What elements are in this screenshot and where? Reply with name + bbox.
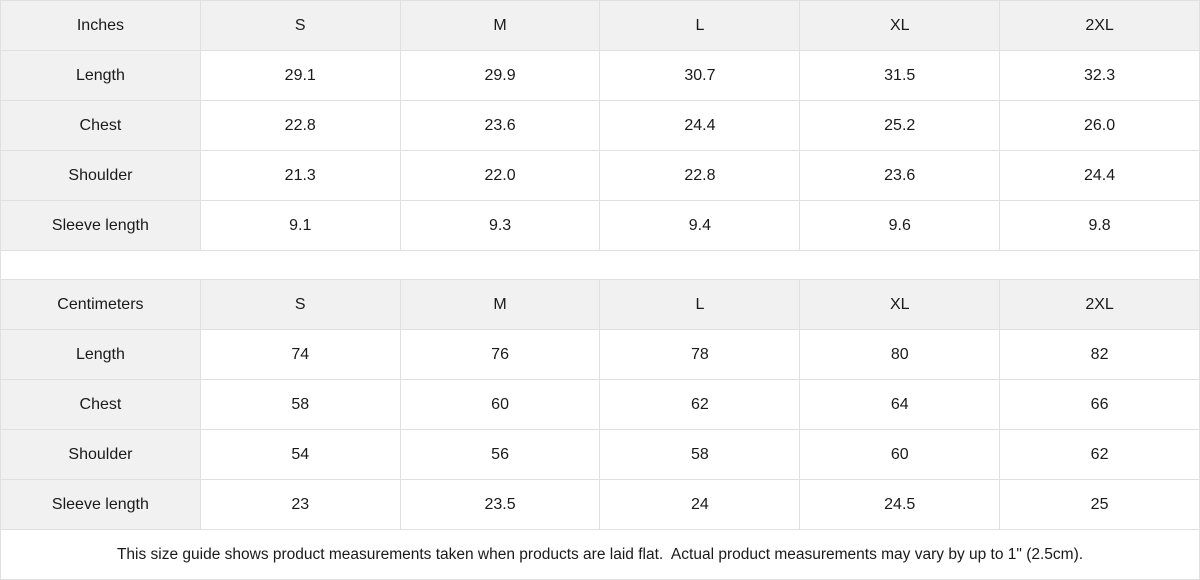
size-col-header: 2XL xyxy=(999,0,1200,51)
size-col-header: XL xyxy=(799,279,1001,330)
size-col-header: M xyxy=(399,0,601,51)
size-col-header: L xyxy=(599,0,801,51)
measurement-value-cell: 60 xyxy=(399,379,601,430)
measurement-label-cell: Shoulder xyxy=(0,429,201,480)
measurement-value-cell: 31.5 xyxy=(799,50,1001,101)
table-row: Length 74 76 78 80 82 xyxy=(0,329,1200,380)
table-row: Shoulder 54 56 58 60 62 xyxy=(0,429,1200,480)
inches-size-table: Inches S M L XL 2XL Length 29.1 29.9 30.… xyxy=(0,0,1200,251)
measurement-label-cell: Sleeve length xyxy=(0,200,201,251)
measurement-value-cell: 74 xyxy=(199,329,401,380)
measurement-label-cell: Sleeve length xyxy=(0,479,201,530)
measurement-value-cell: 23.5 xyxy=(399,479,601,530)
measurement-value-cell: 9.8 xyxy=(999,200,1200,251)
measurement-value-cell: 62 xyxy=(999,429,1200,480)
measurement-value-cell: 25 xyxy=(999,479,1200,530)
measurement-value-cell: 80 xyxy=(799,329,1001,380)
centimeters-size-table: Centimeters S M L XL 2XL Length 74 76 78… xyxy=(0,279,1200,530)
measurement-value-cell: 22.8 xyxy=(599,150,801,201)
measurement-label-cell: Length xyxy=(0,329,201,380)
size-col-header: XL xyxy=(799,0,1001,51)
measurement-value-cell: 9.3 xyxy=(399,200,601,251)
measurement-value-cell: 78 xyxy=(599,329,801,380)
measurement-value-cell: 76 xyxy=(399,329,601,380)
measurement-value-cell: 60 xyxy=(799,429,1001,480)
unit-header-cell: Centimeters xyxy=(0,279,201,330)
measurement-label-cell: Shoulder xyxy=(0,150,201,201)
measurement-value-cell: 24.5 xyxy=(799,479,1001,530)
measurement-value-cell: 9.4 xyxy=(599,200,801,251)
size-col-header: S xyxy=(199,279,401,330)
measurement-value-cell: 23.6 xyxy=(799,150,1001,201)
table-gap-spacer xyxy=(0,251,1200,279)
measurement-value-cell: 62 xyxy=(599,379,801,430)
measurement-value-cell: 22.0 xyxy=(399,150,601,201)
size-col-header: M xyxy=(399,279,601,330)
measurement-value-cell: 54 xyxy=(199,429,401,480)
measurement-value-cell: 23.6 xyxy=(399,100,601,151)
measurement-value-cell: 58 xyxy=(599,429,801,480)
table-row: Chest 22.8 23.6 24.4 25.2 26.0 xyxy=(0,100,1200,151)
measurement-value-cell: 30.7 xyxy=(599,50,801,101)
measurement-value-cell: 25.2 xyxy=(799,100,1001,151)
measurement-label-cell: Length xyxy=(0,50,201,101)
measurement-value-cell: 24 xyxy=(599,479,801,530)
measurement-value-cell: 21.3 xyxy=(199,150,401,201)
unit-header-cell: Inches xyxy=(0,0,201,51)
measurement-value-cell: 64 xyxy=(799,379,1001,430)
measurement-value-cell: 29.9 xyxy=(399,50,601,101)
size-col-header: L xyxy=(599,279,801,330)
table-row: Sleeve length 9.1 9.3 9.4 9.6 9.8 xyxy=(0,200,1200,251)
table-row: Length 29.1 29.9 30.7 31.5 32.3 xyxy=(0,50,1200,101)
measurement-value-cell: 58 xyxy=(199,379,401,430)
measurement-value-cell: 9.6 xyxy=(799,200,1001,251)
size-guide-note: This size guide shows product measuremen… xyxy=(0,530,1200,580)
measurement-value-cell: 26.0 xyxy=(999,100,1200,151)
centimeters-header-row: Centimeters S M L XL 2XL xyxy=(0,279,1200,330)
measurement-value-cell: 56 xyxy=(399,429,601,480)
size-col-header: S xyxy=(199,0,401,51)
measurement-value-cell: 24.4 xyxy=(599,100,801,151)
measurement-value-cell: 29.1 xyxy=(199,50,401,101)
measurement-value-cell: 24.4 xyxy=(999,150,1200,201)
measurement-value-cell: 9.1 xyxy=(199,200,401,251)
measurement-value-cell: 32.3 xyxy=(999,50,1200,101)
table-row: Shoulder 21.3 22.0 22.8 23.6 24.4 xyxy=(0,150,1200,201)
inches-header-row: Inches S M L XL 2XL xyxy=(0,0,1200,51)
measurement-value-cell: 23 xyxy=(199,479,401,530)
size-col-header: 2XL xyxy=(999,279,1200,330)
table-row: Sleeve length 23 23.5 24 24.5 25 xyxy=(0,479,1200,530)
measurement-label-cell: Chest xyxy=(0,100,201,151)
measurement-value-cell: 82 xyxy=(999,329,1200,380)
measurement-label-cell: Chest xyxy=(0,379,201,430)
table-row: Chest 58 60 62 64 66 xyxy=(0,379,1200,430)
measurement-value-cell: 22.8 xyxy=(199,100,401,151)
measurement-value-cell: 66 xyxy=(999,379,1200,430)
